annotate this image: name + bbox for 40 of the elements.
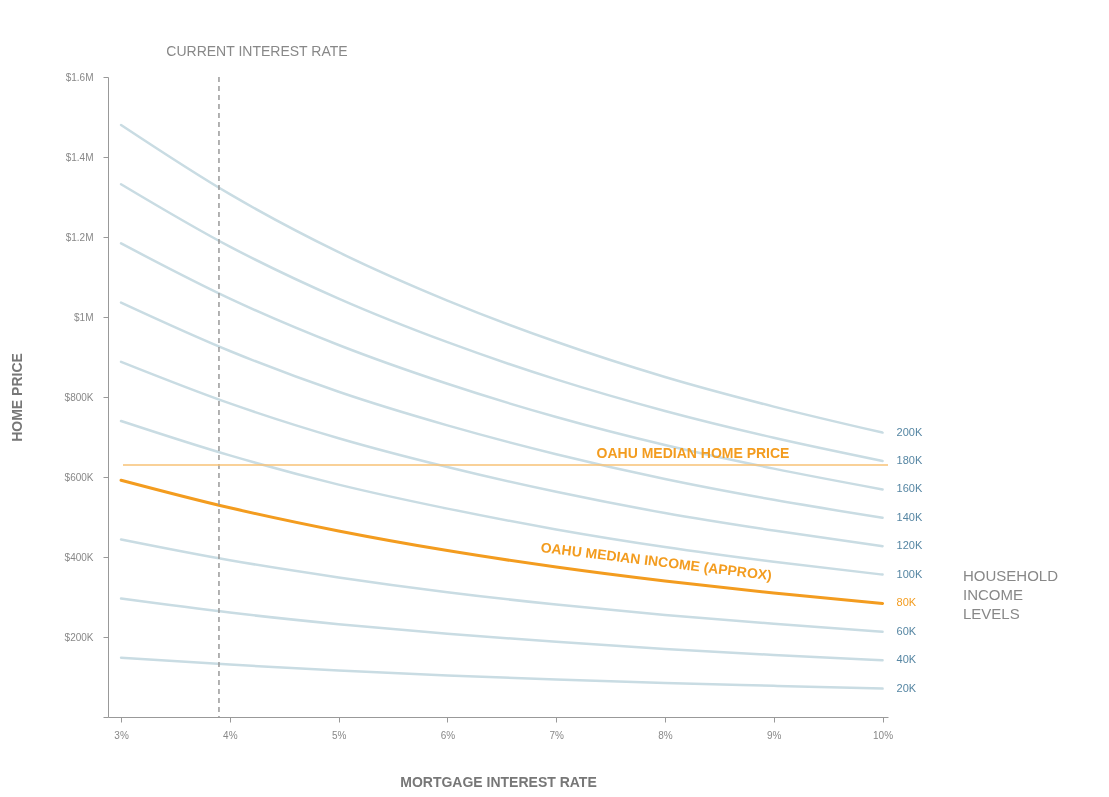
series-label: 60K: [896, 624, 917, 637]
y-axis-title: HOME PRICE: [8, 353, 25, 442]
ref-line-label: OAHU MEDIAN HOME PRICE: [596, 445, 790, 461]
y-tick-label: $1.2M: [65, 231, 94, 243]
series-label: 40K: [896, 653, 917, 666]
series-label: 140K: [896, 510, 923, 523]
series-label: 160K: [896, 482, 923, 495]
line-series: [119, 656, 884, 690]
series-label: 120K: [896, 539, 923, 552]
series-label: 100K: [896, 567, 923, 580]
line-series: [119, 123, 884, 434]
line-series: [119, 597, 884, 662]
line-series: [119, 242, 884, 491]
series-label: 200K: [896, 425, 923, 438]
ref-line-label: CURRENT INTEREST RATE: [166, 43, 348, 59]
text: HOUSEHOLD INCOME LEVELS: [963, 567, 1059, 623]
x-tick-label: 8%: [658, 729, 673, 741]
x-tick-label: 9%: [767, 729, 782, 741]
line-series: [119, 478, 885, 605]
y-tick-label: $600K: [64, 471, 94, 483]
x-tick-label: 5%: [331, 729, 347, 741]
line-series: [119, 182, 884, 463]
x-axis-title: MORTGAGE INTEREST RATE: [400, 773, 597, 790]
x-tick-label: 3%: [114, 729, 129, 741]
y-tick-label: $1.6M: [65, 71, 94, 83]
y-tick-label: $800K: [64, 391, 94, 403]
x-tick-label: 7%: [549, 729, 565, 741]
x-tick-label: 10%: [873, 729, 894, 741]
y-tick-label: $200K: [64, 631, 94, 643]
line-series: [119, 538, 884, 634]
line-series: [119, 301, 884, 520]
series-label: 80K: [896, 596, 917, 609]
series-label: 20K: [896, 681, 917, 694]
x-tick-label: 4%: [223, 729, 238, 741]
y-tick-label: $1.4M: [65, 151, 94, 163]
annotation: OAHU MEDIAN INCOME (APPROX): [539, 539, 773, 584]
y-tick-label: $1M: [74, 311, 94, 323]
x-tick-label: 6%: [440, 729, 456, 741]
series-label: 180K: [896, 454, 923, 466]
y-tick-label: $400K: [64, 551, 94, 563]
